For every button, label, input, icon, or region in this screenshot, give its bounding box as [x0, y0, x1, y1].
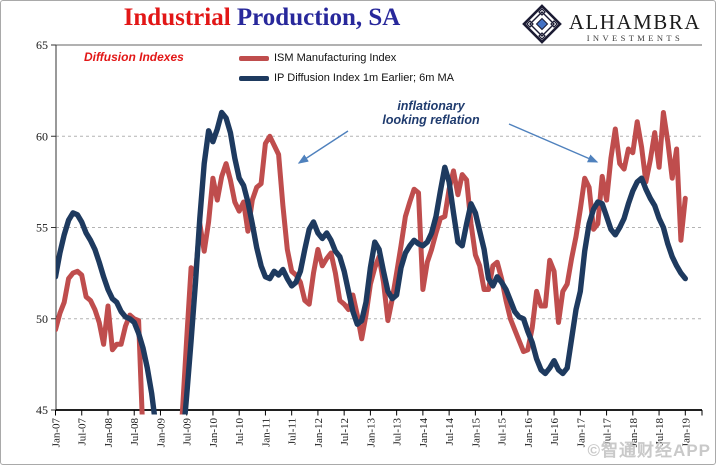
- logo-subname: INVESTMENTS: [586, 32, 684, 43]
- y-axis-label-60: 60: [36, 129, 48, 143]
- x-axis-label: Jan-08: [103, 418, 115, 448]
- series-line-ip: [56, 109, 688, 415]
- x-axis-label: Jan-18: [628, 418, 640, 448]
- x-axis-label: Jan-11: [260, 418, 272, 447]
- x-axis-label: Jan-13: [365, 418, 377, 448]
- x-axis-label: Jul-18: [654, 418, 666, 446]
- legend-item-ism: ISM Manufacturing Index: [239, 52, 454, 64]
- y-axis-label-65: 65: [36, 38, 48, 52]
- x-axis-label: Jul-10: [234, 418, 246, 446]
- alhambra-logo: ALHAMBRA INVESTMENTS: [521, 4, 701, 49]
- x-axis-label: Jul-14: [444, 418, 456, 446]
- annotation-line1: inflationary: [397, 99, 465, 113]
- x-axis-label: Jul-09: [182, 418, 194, 446]
- x-axis-label: Jan-14: [418, 418, 430, 448]
- annotation-arrow-left: [297, 130, 349, 164]
- annotation-arrow-right: [508, 123, 599, 163]
- legend-item-ip: IP Diffusion Index 1m Earlier; 6m MA: [239, 72, 454, 84]
- x-axis-label: Jul-12: [339, 418, 351, 446]
- chart-title-word-blue: Production, SA: [230, 4, 401, 31]
- y-axis-label-45: 45: [36, 403, 48, 417]
- ip-line-swatch: [239, 75, 269, 81]
- y-axis-label-50: 50: [36, 312, 48, 326]
- x-axis-label: Jan-17: [575, 418, 587, 448]
- x-axis-label: Jan-09: [155, 418, 167, 448]
- legend: ISM Manufacturing Index IP Diffusion Ind…: [239, 52, 454, 84]
- chart-title: Industrial Production, SA: [56, 4, 468, 32]
- x-axis-label: Jul-08: [129, 418, 141, 446]
- x-axis-label: Jul-17: [602, 418, 614, 446]
- x-axis-label: Jul-07: [77, 418, 89, 446]
- legend-label-ip: IP Diffusion Index 1m Earlier; 6m MA: [274, 72, 454, 84]
- logo-name: ALHAMBRA: [568, 9, 701, 34]
- x-axis-label: Jan-12: [313, 418, 325, 447]
- watermark: ©智通财经APP: [587, 441, 711, 460]
- x-axis-label: Jul-15: [497, 418, 509, 446]
- legend-label-ism: ISM Manufacturing Index: [274, 52, 397, 64]
- annotation-line2: looking reflation: [382, 113, 480, 127]
- annotation-text: inflationary looking reflation: [331, 99, 531, 127]
- x-axis-label: Jan-16: [523, 418, 535, 448]
- x-axis-label: Jan-15: [470, 418, 482, 448]
- x-axis-label: Jan-07: [51, 418, 63, 448]
- ism-line-swatch: [239, 55, 269, 61]
- alhambra-diamond-icon: [521, 4, 562, 49]
- x-axis-label: Jan-19: [680, 418, 692, 448]
- x-axis-label: Jul-13: [392, 418, 404, 446]
- chart-subtitle: Diffusion Indexes: [84, 50, 184, 64]
- x-axis-label: Jul-16: [549, 418, 561, 446]
- y-axis-label-55: 55: [36, 221, 48, 235]
- chart-title-word-red: Industrial: [123, 4, 231, 31]
- x-axis-label: Jan-10: [208, 418, 220, 448]
- x-axis-label: Jul-11: [287, 418, 299, 445]
